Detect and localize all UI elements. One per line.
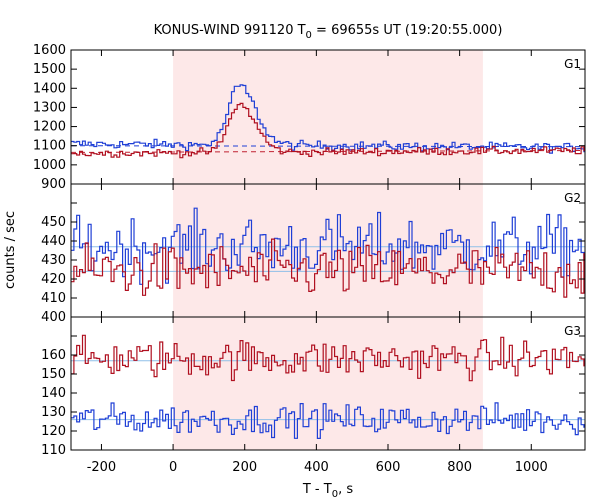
y-tick-label: 150 xyxy=(41,367,66,382)
y-tick-label: 1600 xyxy=(33,43,66,58)
x-tick-label: 1000 xyxy=(515,460,548,475)
panel-frame xyxy=(70,316,586,451)
y-tick-label: 900 xyxy=(41,177,66,192)
x-tick-label: 200 xyxy=(232,460,257,475)
y-tick-label: 120 xyxy=(41,424,66,439)
y-tick-label: 400 xyxy=(41,310,66,325)
y-tick-label: 1500 xyxy=(33,62,66,77)
y-tick-label: 1400 xyxy=(33,81,66,96)
x-tick-label: 800 xyxy=(447,460,472,475)
y-tick-label: 1100 xyxy=(33,139,66,154)
y-tick-label: 130 xyxy=(41,405,66,420)
y-tick-label: 140 xyxy=(41,386,66,401)
highlight-interval xyxy=(173,317,483,450)
y-tick-label: 1300 xyxy=(33,100,66,115)
series-line-2 xyxy=(71,102,585,159)
chart-title: KONUS-WIND 991120 T0 = 69655s UT (19:20:… xyxy=(154,23,503,41)
x-axis-label: T - T0, s xyxy=(302,482,353,500)
panel-g2: 400 410 420 430 440 450 G2 xyxy=(41,183,586,325)
y-tick-label: 430 xyxy=(41,253,66,268)
highlight-interval xyxy=(173,184,483,317)
x-tick-label: 0 xyxy=(169,460,177,475)
y-tick-label: 420 xyxy=(41,272,66,287)
y-tick-label: 110 xyxy=(41,443,66,458)
x-tick-label: 400 xyxy=(304,460,329,475)
panels: 9001000110012001300140015001600G14004104… xyxy=(33,43,586,458)
y-tick-label: 440 xyxy=(41,234,66,249)
y-tick-label: 1200 xyxy=(33,120,66,135)
panel-g1: 900 1000 1100 1200 1300 1400 1500 1600 G1 xyxy=(33,43,586,192)
x-tick-label: -200 xyxy=(87,460,117,475)
panel-label: G2 xyxy=(564,191,581,205)
panel-label: G1 xyxy=(564,57,581,71)
y-tick-label: 410 xyxy=(41,291,66,306)
highlight-interval xyxy=(173,50,483,184)
panel-g3: 110 120 130 140 150 160 G3 xyxy=(41,316,586,458)
y-tick-label: 1000 xyxy=(33,158,66,173)
y-tick-label: 450 xyxy=(41,215,66,230)
y-tick-label: 160 xyxy=(41,348,66,363)
series-line-2 xyxy=(71,402,585,439)
series-line-1 xyxy=(71,334,585,382)
panel-label: G3 xyxy=(564,324,581,338)
x-tick-label: 600 xyxy=(376,460,401,475)
x-axis-tick-labels: -200 0 200 400 600 800 1000 xyxy=(87,460,548,475)
series-line-1 xyxy=(71,84,585,154)
y-axis-label: counts / sec xyxy=(3,211,18,289)
series-line-2 xyxy=(71,238,585,298)
